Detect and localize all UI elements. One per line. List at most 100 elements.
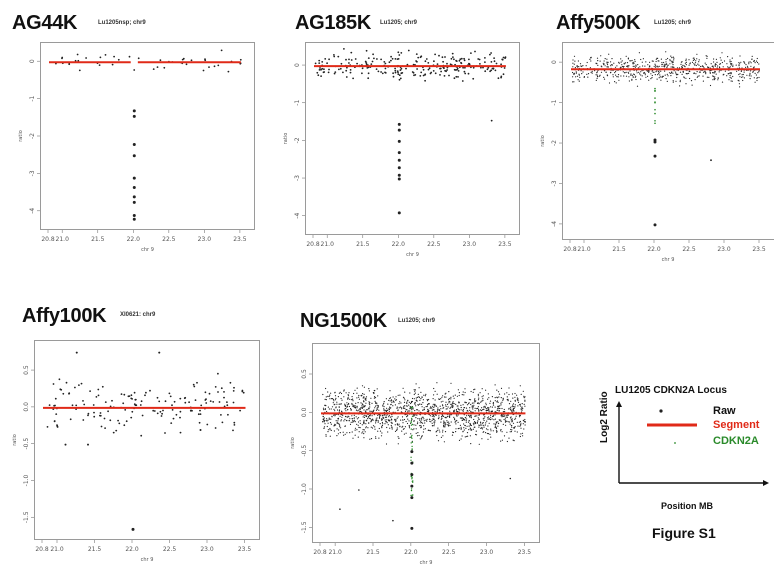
raw-point [501, 414, 503, 416]
cdkn2a-point [654, 108, 656, 111]
raw-point [415, 399, 417, 401]
raw-point [364, 60, 367, 63]
raw-point [396, 429, 398, 431]
scatter-plot [43, 351, 246, 531]
raw-point [325, 419, 327, 422]
legend-axes [616, 401, 769, 486]
cdkn2a-point [411, 448, 413, 451]
raw-point [578, 66, 580, 68]
raw-point [483, 426, 485, 428]
raw-point [487, 425, 489, 427]
raw-point [490, 69, 493, 72]
raw-point [633, 73, 635, 75]
deletion-point [132, 214, 136, 218]
raw-point [447, 414, 449, 416]
raw-point [658, 72, 660, 74]
raw-point [679, 85, 681, 87]
raw-point [713, 61, 715, 63]
raw-point [344, 403, 346, 405]
raw-point [606, 61, 608, 63]
raw-point [415, 60, 417, 62]
raw-point [133, 403, 136, 406]
raw-point [434, 399, 436, 401]
raw-point [504, 411, 506, 413]
raw-point [658, 71, 660, 73]
raw-point [436, 434, 438, 437]
raw-point [572, 71, 574, 74]
raw-point [442, 400, 444, 402]
raw-point [324, 408, 326, 411]
raw-point [338, 423, 340, 425]
raw-point [400, 52, 403, 54]
raw-point [443, 423, 445, 425]
raw-point [335, 397, 337, 399]
raw-point [469, 415, 471, 417]
raw-point [510, 408, 512, 410]
raw-point [470, 417, 472, 419]
raw-point [232, 401, 235, 404]
raw-point [322, 407, 325, 409]
raw-point [610, 64, 612, 66]
raw-point [519, 420, 521, 423]
raw-point [425, 419, 427, 421]
raw-point [453, 416, 455, 418]
raw-point [173, 400, 176, 403]
raw-point [432, 70, 435, 72]
raw-point [392, 72, 394, 75]
raw-point [352, 400, 354, 402]
raw-point [406, 402, 408, 405]
raw-point [382, 404, 384, 406]
raw-point [574, 67, 576, 69]
raw-point [403, 418, 406, 421]
raw-point [455, 403, 457, 405]
raw-point [500, 420, 502, 423]
raw-point [409, 392, 411, 394]
raw-point [436, 63, 439, 65]
raw-point [369, 438, 371, 440]
raw-point [481, 426, 483, 429]
raw-point [505, 424, 507, 426]
raw-point [712, 67, 714, 69]
raw-point [739, 73, 741, 75]
raw-point [658, 77, 660, 79]
raw-point [507, 414, 509, 416]
y-axis-label: ratio [540, 135, 546, 147]
raw-point [434, 72, 437, 75]
raw-point [399, 406, 401, 408]
raw-point [514, 417, 517, 419]
raw-point [330, 392, 332, 394]
raw-point [330, 418, 332, 420]
raw-point [520, 409, 522, 411]
raw-point [422, 402, 424, 404]
raw-point [498, 407, 500, 410]
raw-point [375, 422, 377, 424]
raw-point [652, 60, 654, 62]
x-axis-label: chr 9 [141, 557, 154, 563]
raw-point [653, 65, 655, 67]
raw-point [597, 76, 599, 78]
raw-point [477, 406, 479, 408]
raw-point [580, 70, 582, 72]
raw-point [333, 54, 335, 56]
raw-point [448, 74, 450, 77]
raw-point [346, 406, 348, 408]
raw-point [460, 428, 462, 430]
raw-point [54, 404, 56, 407]
raw-point [349, 423, 352, 425]
raw-point [339, 391, 341, 393]
raw-point [461, 435, 463, 437]
raw-point [661, 63, 663, 65]
raw-point [391, 401, 393, 403]
raw-point [434, 414, 436, 416]
raw-point [358, 394, 360, 397]
raw-point [179, 416, 181, 419]
raw-point [614, 66, 617, 68]
raw-point [637, 64, 639, 66]
raw-point [351, 402, 353, 405]
raw-point [458, 394, 460, 397]
deletion-point [410, 450, 414, 454]
raw-point [630, 60, 632, 62]
raw-point [490, 416, 492, 418]
raw-point [46, 426, 49, 428]
raw-point [442, 431, 444, 433]
